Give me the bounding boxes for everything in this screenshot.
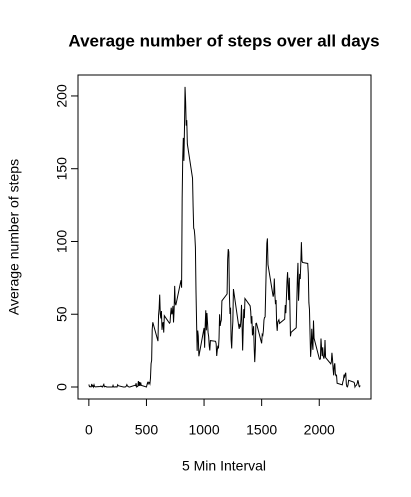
chart-title: Average number of steps over all days [68,31,379,50]
plot-frame [77,74,372,400]
y-axis-label: Average number of steps [6,159,22,315]
y-tick-label: 150 [54,157,70,181]
x-tick-label: 500 [135,422,159,438]
y-tick-label: 50 [54,306,70,322]
x-tick-label: 2000 [304,422,335,438]
data-line [88,86,361,389]
x-axis-label: 5 Min Interval [182,458,266,474]
y-tick-label: 200 [54,84,70,108]
x-tick-label: 1500 [246,422,277,438]
x-tick-label: 0 [85,422,93,438]
y-tick-label: 0 [54,383,70,391]
y-tick-label: 100 [54,230,70,254]
x-tick-label: 1000 [188,422,219,438]
